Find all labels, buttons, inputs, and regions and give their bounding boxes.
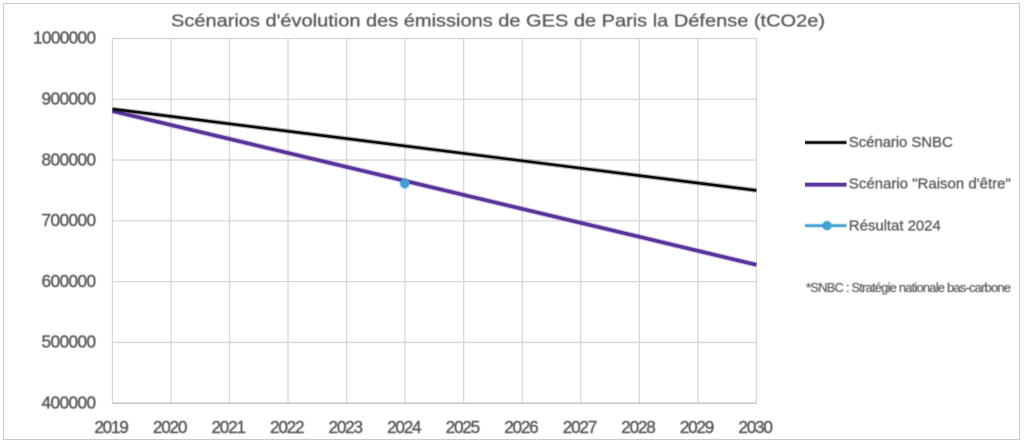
svg-text:Scénario "Raison d'être": Scénario "Raison d'être" xyxy=(849,176,1011,193)
svg-text:2029: 2029 xyxy=(680,417,715,437)
svg-text:Scénarios d'évolution des émis: Scénarios d'évolution des émissions de G… xyxy=(171,10,825,30)
svg-text:2024: 2024 xyxy=(387,417,422,437)
svg-text:600000: 600000 xyxy=(42,271,97,291)
svg-text:2023: 2023 xyxy=(329,417,364,437)
svg-text:2026: 2026 xyxy=(504,417,539,437)
svg-text:*SNBC : Stratégie nationale ba: *SNBC : Stratégie nationale bas-carbone xyxy=(806,280,1011,295)
svg-text:1000000: 1000000 xyxy=(33,28,96,48)
svg-text:2019: 2019 xyxy=(94,417,129,437)
svg-text:2025: 2025 xyxy=(446,417,481,437)
svg-text:2027: 2027 xyxy=(563,417,598,437)
svg-text:Scénario SNBC: Scénario SNBC xyxy=(849,134,953,151)
svg-text:500000: 500000 xyxy=(42,332,97,352)
svg-text:2021: 2021 xyxy=(211,417,246,437)
svg-text:2020: 2020 xyxy=(153,417,188,437)
svg-text:Résultat 2024: Résultat 2024 xyxy=(849,217,941,234)
svg-text:900000: 900000 xyxy=(42,89,97,109)
svg-text:700000: 700000 xyxy=(42,210,97,230)
svg-text:400000: 400000 xyxy=(42,392,97,412)
svg-text:2028: 2028 xyxy=(621,417,656,437)
svg-text:2022: 2022 xyxy=(270,417,305,437)
svg-text:2030: 2030 xyxy=(738,417,773,437)
svg-text:800000: 800000 xyxy=(42,149,97,169)
